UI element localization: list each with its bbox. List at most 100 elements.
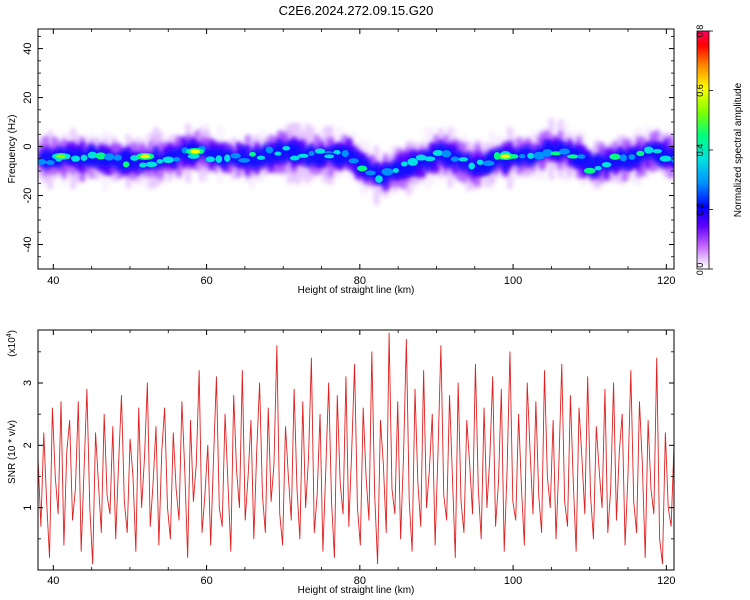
heatmap-blob: [476, 159, 484, 165]
colorbar-label: Normalized spectral amplitude: [733, 82, 744, 217]
heatmap-peak: [140, 154, 151, 159]
spectrogram-heatmap: [38, 117, 674, 206]
heatmap-blob: [628, 154, 636, 160]
heatmap-blob: [550, 151, 562, 156]
snr-x-axis-label: Height of straight line (km): [298, 585, 415, 596]
heatmap-blob: [341, 149, 349, 158]
y-tick-label: 0: [22, 143, 34, 149]
heatmap-blob: [407, 158, 419, 166]
colorbar: 0.8 0.6 0.4 0.2 0.0 Normalized spectral ampl…: [695, 25, 744, 276]
x-tick-label: 40: [47, 575, 59, 587]
y-tick-label: 3: [22, 380, 34, 386]
spectrogram-x-ticks: 40 60 80 100 120: [47, 29, 676, 287]
heatmap-blob: [450, 156, 460, 162]
heatmap-blob: [282, 145, 291, 151]
heatmap-blob: [87, 151, 98, 159]
heatmap-cell: [313, 151, 320, 166]
heatmap-blob: [432, 149, 444, 156]
snr-y-ticks: 1 2 3: [22, 351, 674, 540]
heatmap-blob: [162, 156, 175, 164]
x-tick-label: 80: [354, 575, 366, 587]
heatmap-blob: [644, 146, 654, 154]
heatmap-blob: [122, 161, 130, 168]
x-tick-label: 100: [504, 275, 522, 287]
x-tick-label: 80: [354, 275, 366, 287]
snr-y-scale: (x104): [6, 330, 18, 357]
heatmap-blob: [45, 160, 55, 165]
heatmap-blob: [333, 150, 341, 155]
heatmap-cell: [175, 146, 182, 160]
spectrogram-panel: 40 60 80 100 120 40 20 0 -20 -40 Height of strai…: [7, 28, 676, 296]
x-tick-label: 40: [47, 275, 59, 287]
heatmap-blob: [71, 155, 81, 162]
heatmap-blob: [601, 161, 612, 168]
heatmap-blob: [533, 151, 545, 160]
heatmap-peak: [55, 154, 66, 159]
spectrogram-y-axis-label: Frequency (Hz): [7, 115, 18, 184]
heatmap-blob: [314, 148, 326, 154]
heatmap-cell: [516, 148, 523, 168]
x-tick-label: 60: [200, 275, 212, 287]
heatmap-blob: [527, 152, 535, 159]
heatmap-blob: [238, 158, 251, 163]
svg-text:(x104): (x104): [6, 330, 18, 357]
heatmap-blob: [458, 157, 469, 162]
heatmap-blob: [265, 146, 274, 154]
colorbar-tick-label: 0.2: [695, 203, 705, 216]
heatmap-blob: [670, 155, 674, 163]
heatmap-blob: [519, 153, 526, 159]
heatmap-blob: [609, 153, 621, 160]
heatmap-blob: [95, 152, 107, 160]
y-tick-label: 1: [22, 505, 34, 511]
heatmap-blob: [652, 149, 662, 154]
colorbar-ticks: 0.8 0.6 0.4 0.2 0.0: [695, 25, 713, 276]
chart-title: C2E6.2024.272.09.15.G20: [279, 3, 434, 18]
snr-y-scale-exponent: 4: [6, 333, 13, 337]
x-tick-label: 60: [200, 575, 212, 587]
heatmap-blob: [80, 154, 88, 161]
snr-y-scale-base: (x10: [7, 337, 18, 357]
y-tick-label: 2: [22, 442, 34, 448]
heatmap-blob: [224, 154, 231, 162]
heatmap-blob: [583, 167, 596, 174]
heatmap-blob: [365, 170, 376, 176]
y-tick-label: -20: [22, 188, 34, 204]
heatmap-blobs: [38, 145, 674, 183]
heatmap-cell: [654, 143, 661, 164]
heatmap-blob: [297, 153, 309, 158]
x-tick-label: 120: [657, 575, 675, 587]
colorbar-tick-label: 0.6: [695, 84, 705, 97]
snr-x-ticks: 40 60 80 100 120: [47, 330, 676, 587]
heatmap-cell: [42, 150, 49, 170]
heatmap-blob: [636, 150, 645, 157]
heatmap-cell: [277, 140, 284, 162]
heatmap-blob: [249, 151, 256, 157]
snr-frame: [37, 329, 675, 571]
heatmap-blob: [558, 148, 570, 155]
snr-panel: 40 60 80 100 120 1 2 3 Height of straight line…: [6, 329, 676, 596]
heatmap-blob: [139, 162, 147, 168]
heatmap-blob: [392, 168, 400, 173]
heatmap-blob: [482, 160, 495, 167]
heatmap-peak: [324, 154, 335, 159]
heatmap-blob: [289, 155, 300, 161]
heatmap-blob: [468, 162, 475, 170]
y-tick-label: 20: [22, 91, 34, 103]
heatmap-blob: [619, 154, 627, 162]
y-tick-label: 40: [22, 42, 34, 54]
heatmap-blob: [38, 159, 47, 165]
heatmap-cell: [286, 141, 293, 159]
heatmap-blob: [594, 166, 602, 171]
snr-series-line: [38, 332, 674, 565]
spectrogram-frame: [37, 28, 675, 270]
heatmap-blob: [274, 151, 282, 156]
heatmap-blob: [423, 156, 436, 162]
colorbar-tick-label: 0.0: [695, 263, 705, 276]
heatmap-blob: [441, 150, 452, 158]
heatmap-blob: [230, 153, 241, 159]
heatmap-peak: [190, 149, 201, 154]
x-tick-label: 120: [657, 275, 675, 287]
spectrogram-y-ticks: 40 20 0 -20 -40: [22, 35, 674, 270]
heatmap-peak: [500, 154, 511, 159]
